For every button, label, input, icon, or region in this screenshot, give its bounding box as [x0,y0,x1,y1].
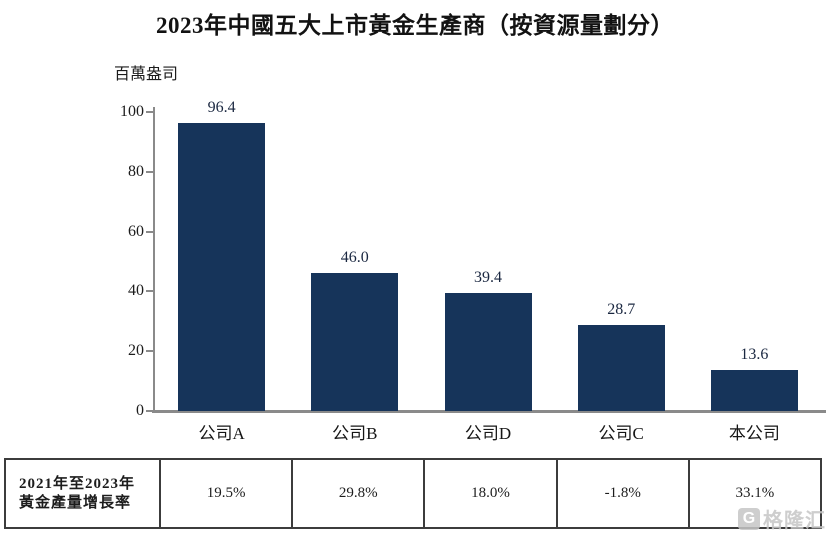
gelonghui-watermark-text: 格隆汇 [763,510,826,532]
bar-公司A [178,122,266,411]
y-tick-label: 60 [128,222,144,240]
growth-rate-table: 2021年至2023年 黃金產量增長率 19.5% 29.8% 18.0% -1.8%… [4,458,822,529]
bar-value-label: 46.0 [340,249,369,267]
bar-公司C [577,325,665,411]
x-category-label: 公司D [464,424,512,443]
bar-value-label: 13.6 [740,346,769,364]
growth-value-cell: 18.0% [423,460,555,527]
y-tick-mark [146,170,153,173]
y-tick-mark [146,350,153,353]
y-axis-line [153,107,155,412]
y-tick-label: 100 [120,103,144,120]
bar-本公司 [710,370,798,411]
growth-value-cell: 19.5% [159,460,291,527]
y-tick-label: 80 [128,162,144,180]
bar-value-label: 39.4 [474,269,502,287]
y-tick-mark [146,290,153,293]
bar-value-label: 96.4 [207,98,236,116]
y-axis-unit-label: 百萬盎司 [114,66,179,83]
x-category-label: 公司C [598,424,644,443]
growth-value-cell: 29.8% [291,460,423,527]
growth-table-row-header: 2021年至2023年 黃金產量增長率 [6,460,159,527]
bar-公司D [444,293,532,411]
y-tick-mark [146,111,153,113]
growth-value-cell: 33.1% [687,460,820,527]
x-category-label: 公司A [198,424,245,443]
y-tick-label: 20 [128,342,144,360]
x-category-label: 本公司 [728,424,780,443]
plot-area: 0 20 40 60 80 100 96.4 公司A 46.0 公司B 39.4 公司D 28.7 公司C… [120,99,826,443]
gelonghui-logo-icon: G [738,507,760,530]
x-category-label: 公司B [332,424,378,443]
x-axis-baseline [152,410,826,413]
growth-table-header-line2: 黃金產量增長率 [19,494,132,511]
chart-title: 2023年中國五大上市黃金生產商（按資源量劃分） [156,13,674,38]
y-tick-label: 40 [128,282,144,300]
bar-value-label: 28.7 [607,301,636,319]
gelonghui-watermark: G 格隆汇 [738,504,826,533]
y-tick-mark [146,230,153,233]
y-tick-label: 0 [136,402,144,419]
bar-公司B [311,273,399,411]
growth-value-cell: -1.8% [555,460,688,527]
y-tick-mark [146,410,153,412]
growth-table-header-line1: 2021年至2023年 [19,475,136,492]
